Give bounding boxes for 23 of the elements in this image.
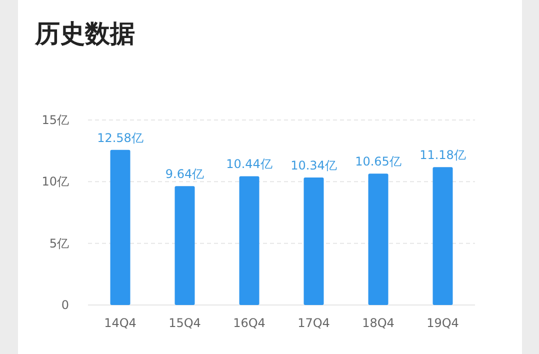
bar [239, 176, 260, 305]
y-tick-label: 10亿 [42, 174, 69, 189]
x-tick-label: 15Q4 [168, 316, 201, 330]
x-tick-label: 14Q4 [104, 316, 136, 330]
bar [174, 186, 195, 305]
chart-title: 历史数据 [34, 19, 135, 48]
bar [304, 177, 324, 305]
data-label: 9.64亿 [165, 167, 204, 182]
x-tick-label: 16Q4 [233, 316, 266, 330]
y-tick-label: 15亿 [42, 113, 69, 127]
data-label: 10.34亿 [290, 158, 337, 172]
data-label: 10.65亿 [355, 154, 402, 169]
data-label: 10.44亿 [226, 157, 272, 172]
y-tick-label: 5亿 [49, 236, 69, 250]
x-tick-label: 18Q4 [362, 316, 394, 330]
x-tick-label: 19Q4 [426, 316, 459, 330]
bar [368, 174, 388, 305]
bar [432, 167, 453, 305]
y-tick-label: 0 [61, 298, 69, 312]
data-label: 11.18亿 [420, 148, 466, 162]
data-label: 12.58亿 [97, 130, 144, 145]
x-tick-label: 17Q4 [298, 316, 330, 330]
bar [110, 150, 130, 305]
